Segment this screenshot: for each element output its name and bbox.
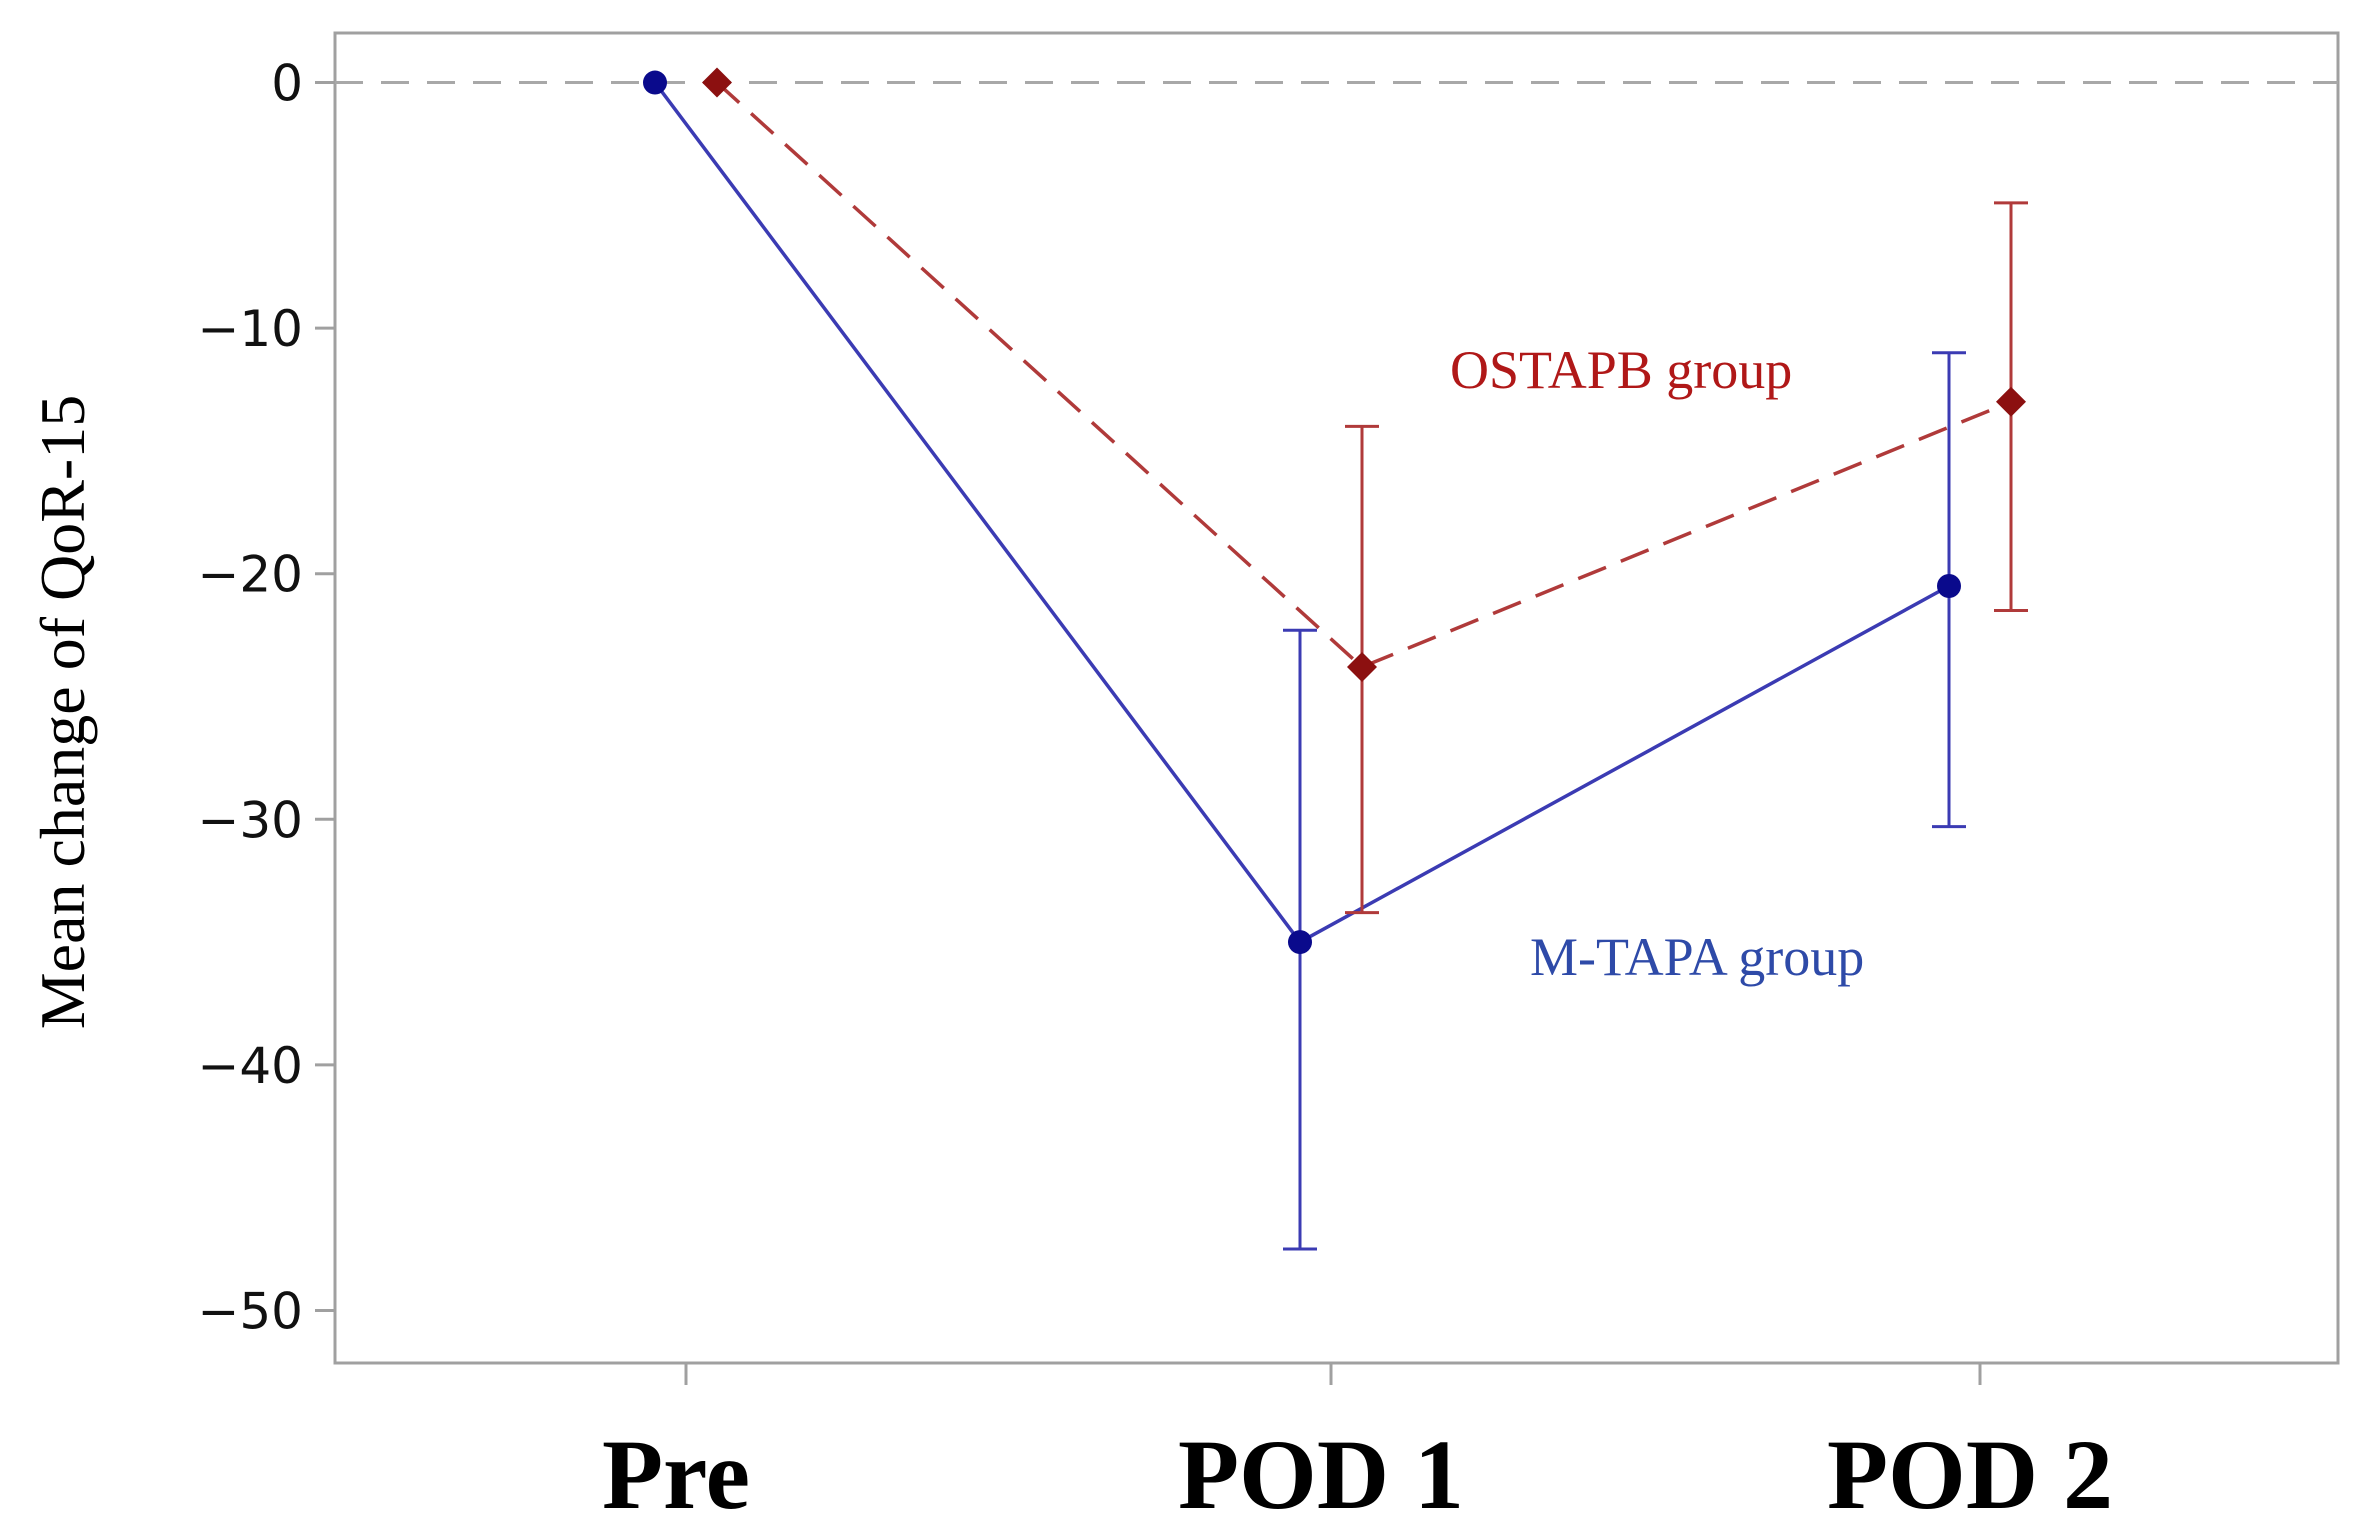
- series-line: [653, 81, 1950, 945]
- data-point: [1937, 573, 1961, 598]
- x-tick-label: Pre: [602, 1419, 750, 1530]
- data-point: [1347, 652, 1377, 683]
- y-tick-label: −20: [197, 546, 303, 604]
- series-label-ostapb: OSTAPB group: [1450, 340, 1792, 400]
- y-tick-label: −30: [197, 791, 303, 849]
- x-tick-label: POD 2: [1827, 1419, 2113, 1530]
- x-tick-label: POD 1: [1178, 1419, 1464, 1530]
- y-axis-title: Mean change of QoR-15: [27, 395, 98, 1029]
- data-point: [643, 70, 667, 95]
- series-label-mtapa: M-TAPA group: [1530, 927, 1864, 987]
- y-tick-label: −40: [197, 1037, 303, 1095]
- series-line: [715, 81, 2012, 670]
- data-point: [1996, 386, 2026, 417]
- y-tick-label: −50: [197, 1282, 303, 1340]
- series-m-tapa-group: [643, 70, 1966, 1251]
- plot-area-frame: [333, 31, 2340, 1365]
- data-point: [1288, 930, 1312, 955]
- series-layer: [643, 67, 2028, 1251]
- y-axis-ticks: 0 −10 −20 −30 −40 −50: [197, 55, 335, 1340]
- x-axis-ticks: Pre POD 1 POD 2: [602, 1363, 2113, 1530]
- series-ostapb-group: [702, 67, 2028, 915]
- y-tick-label: 0: [271, 55, 303, 113]
- y-tick-label: −10: [197, 300, 303, 358]
- data-point: [702, 67, 732, 98]
